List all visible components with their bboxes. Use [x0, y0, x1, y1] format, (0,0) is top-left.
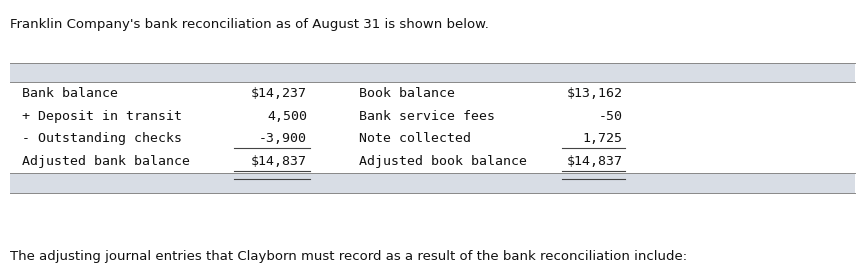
- Text: 4,500: 4,500: [267, 110, 307, 123]
- FancyBboxPatch shape: [10, 82, 855, 173]
- Text: -3,900: -3,900: [260, 132, 307, 145]
- Text: $13,162: $13,162: [567, 87, 623, 100]
- Text: $14,237: $14,237: [251, 87, 307, 100]
- Text: Bank service fees: Bank service fees: [359, 110, 495, 123]
- Text: Adjusted bank balance: Adjusted bank balance: [22, 155, 189, 168]
- Text: -50: -50: [599, 110, 623, 123]
- FancyBboxPatch shape: [10, 63, 855, 82]
- Text: + Deposit in transit: + Deposit in transit: [22, 110, 182, 123]
- Text: 1,725: 1,725: [583, 132, 623, 145]
- Text: - Outstanding checks: - Outstanding checks: [22, 132, 182, 145]
- Text: $14,837: $14,837: [251, 155, 307, 168]
- Text: Franklin Company's bank reconciliation as of August 31 is shown below.: Franklin Company's bank reconciliation a…: [10, 18, 489, 31]
- Text: $14,837: $14,837: [567, 155, 623, 168]
- Text: Bank balance: Bank balance: [22, 87, 118, 100]
- Text: The adjusting journal entries that Clayborn must record as a result of the bank : The adjusting journal entries that Clayb…: [10, 250, 687, 263]
- Text: Adjusted book balance: Adjusted book balance: [359, 155, 527, 168]
- Text: Note collected: Note collected: [359, 132, 471, 145]
- FancyBboxPatch shape: [10, 173, 855, 193]
- Text: Book balance: Book balance: [359, 87, 455, 100]
